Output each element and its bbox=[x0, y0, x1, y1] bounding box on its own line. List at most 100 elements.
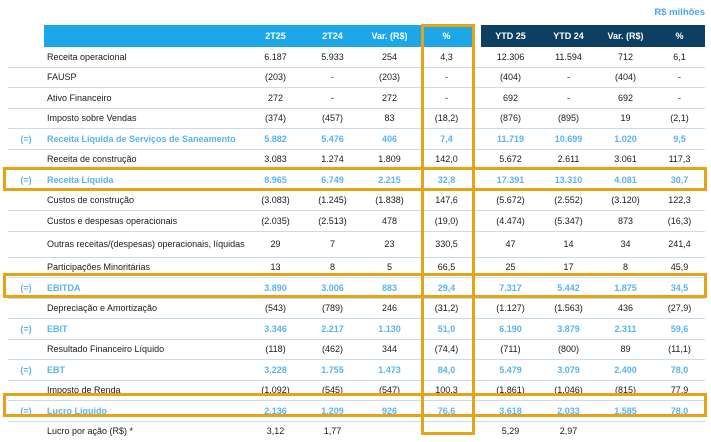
column-spacer bbox=[475, 87, 481, 109]
row-value: 1.020 bbox=[597, 128, 654, 150]
row-prefix bbox=[8, 108, 44, 129]
row-value bbox=[361, 421, 418, 441]
row-value: 254 bbox=[361, 47, 418, 68]
column-spacer bbox=[475, 298, 481, 319]
row-value: 1.473 bbox=[361, 359, 418, 381]
row-value: (203) bbox=[361, 67, 418, 88]
row-value: 330,5 bbox=[418, 231, 475, 258]
row-value: (3.083) bbox=[247, 190, 304, 211]
row-value: - bbox=[654, 67, 705, 88]
row-value: 926 bbox=[361, 400, 418, 422]
row-prefix bbox=[8, 257, 44, 278]
row-value: (31,2) bbox=[418, 298, 475, 319]
row-value: (4.474) bbox=[481, 210, 540, 232]
row-label: EBITDA bbox=[44, 277, 247, 299]
col-header: YTD 24 bbox=[540, 25, 597, 47]
row-label: Receita de construção bbox=[44, 149, 247, 170]
row-value: (1.245) bbox=[304, 190, 361, 211]
row-value: - bbox=[418, 67, 475, 88]
row-value: 3.228 bbox=[247, 359, 304, 381]
row-prefix bbox=[8, 298, 44, 319]
row-value: - bbox=[654, 87, 705, 109]
row-prefix: (=) bbox=[8, 169, 44, 191]
row-prefix: (=) bbox=[8, 359, 44, 381]
table-row: Participações Minoritárias 13 8 5 66,5 25 17 8 4… bbox=[8, 257, 705, 278]
row-value: 34,5 bbox=[654, 277, 705, 299]
table-row: Depreciação e Amortização (543) (789) 246 (3… bbox=[8, 298, 705, 319]
row-value: 2.033 bbox=[540, 400, 597, 422]
row-value: - bbox=[540, 67, 597, 88]
row-value: 3.061 bbox=[597, 149, 654, 170]
row-label: Ativo Financeiro bbox=[44, 87, 247, 109]
row-value: 83 bbox=[361, 108, 418, 129]
column-spacer bbox=[475, 257, 481, 278]
table-row: (=) Lucro Líquido 2.136 1.209 926 76,6 3.618 2.… bbox=[8, 400, 705, 422]
row-label: Receita Líquida bbox=[44, 169, 247, 191]
column-spacer bbox=[475, 190, 481, 211]
row-value: 2.136 bbox=[247, 400, 304, 422]
row-prefix bbox=[8, 231, 44, 258]
row-value: 712 bbox=[597, 47, 654, 68]
table-row: FAUSP (203) - (203) - (404) - (404) - bbox=[8, 67, 705, 88]
row-value: (404) bbox=[481, 67, 540, 88]
row-value: 23 bbox=[361, 231, 418, 258]
row-value: (547) bbox=[361, 380, 418, 401]
row-value: 77,9 bbox=[654, 380, 705, 401]
row-value: (876) bbox=[481, 108, 540, 129]
row-value: 14 bbox=[540, 231, 597, 258]
row-value: 4,3 bbox=[418, 47, 475, 68]
row-prefix: (=) bbox=[8, 277, 44, 299]
table-row: Lucro por ação (R$) * 3,12 1,77 5,29 2,97 bbox=[8, 421, 705, 441]
row-value: 9,5 bbox=[654, 128, 705, 150]
table-row: Outras receitas/(despesas) operacionais,… bbox=[8, 231, 705, 258]
units-label: R$ milhões bbox=[654, 7, 705, 18]
row-prefix bbox=[8, 421, 44, 441]
row-value: 100,3 bbox=[418, 380, 475, 401]
table-row: Ativo Financeiro 272-272-692-692- bbox=[8, 87, 705, 109]
row-value: - bbox=[540, 87, 597, 109]
row-prefix bbox=[8, 47, 44, 68]
row-value: (11,1) bbox=[654, 339, 705, 360]
row-value: 406 bbox=[361, 128, 418, 150]
row-value: 6.187 bbox=[247, 47, 304, 68]
row-value: 5.882 bbox=[247, 128, 304, 150]
row-value: 78,0 bbox=[654, 359, 705, 381]
row-value: (815) bbox=[597, 380, 654, 401]
row-value: 241,4 bbox=[654, 231, 705, 258]
row-value: 19 bbox=[597, 108, 654, 129]
table-row: Receita de construção 3.083 1.274 1.809 142,… bbox=[8, 149, 705, 170]
row-value: (5.672) bbox=[481, 190, 540, 211]
row-prefix bbox=[8, 339, 44, 360]
row-value: (1.563) bbox=[540, 298, 597, 319]
row-value: 17 bbox=[540, 257, 597, 278]
col-header: Var. (R$) bbox=[361, 25, 418, 47]
col-header: % bbox=[654, 25, 705, 47]
column-spacer bbox=[475, 339, 481, 360]
column-spacer bbox=[475, 318, 481, 340]
row-value: 10.699 bbox=[540, 128, 597, 150]
row-value: (789) bbox=[304, 298, 361, 319]
column-spacer bbox=[475, 231, 481, 258]
row-value: 436 bbox=[597, 298, 654, 319]
row-value: 1.809 bbox=[361, 149, 418, 170]
row-value: (2.513) bbox=[304, 210, 361, 232]
row-label: Lucro por ação (R$) * bbox=[47, 426, 134, 437]
row-value: (1.092) bbox=[247, 380, 304, 401]
row-value: (1.046) bbox=[540, 380, 597, 401]
col-header: % bbox=[418, 25, 475, 47]
row-value: 7 bbox=[304, 231, 361, 258]
row-value: (462) bbox=[304, 339, 361, 360]
row-value: 34 bbox=[597, 231, 654, 258]
row-value: 13 bbox=[247, 257, 304, 278]
row-value: 2.215 bbox=[361, 169, 418, 191]
row-value: 13.310 bbox=[540, 169, 597, 191]
row-value: (2,1) bbox=[654, 108, 705, 129]
row-label: Participações Minoritárias bbox=[44, 257, 247, 278]
row-value: (800) bbox=[540, 339, 597, 360]
row-value: (1.838) bbox=[361, 190, 418, 211]
column-spacer bbox=[475, 421, 481, 441]
row-value: 29 bbox=[247, 231, 304, 258]
row-value: 11.594 bbox=[540, 47, 597, 68]
row-value: 246 bbox=[361, 298, 418, 319]
row-label: FAUSP bbox=[44, 67, 247, 88]
